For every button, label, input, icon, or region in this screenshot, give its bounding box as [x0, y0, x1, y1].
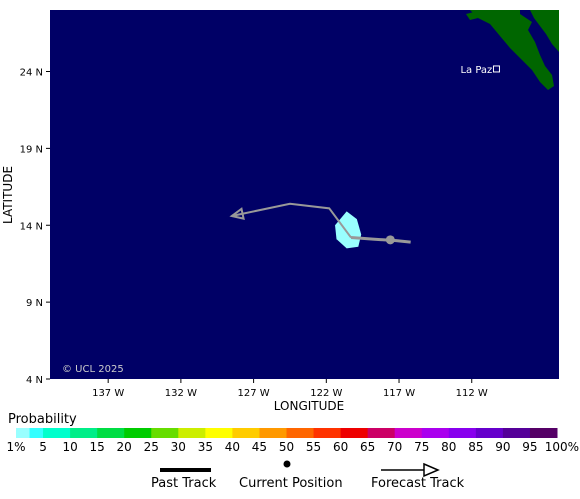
land-peninsula [470, 10, 554, 90]
colorbar-bin [475, 428, 504, 438]
colorbar-bin [286, 428, 315, 438]
past-track-line [350, 236, 411, 244]
forecast-arrow-head [229, 207, 245, 220]
colorbar-bin [151, 428, 179, 438]
colorbar-label: 35 [198, 440, 213, 454]
colorbar-label: 60 [333, 440, 348, 454]
colorbar-bin [421, 428, 450, 438]
colorbar-label: 75 [414, 440, 429, 454]
forecast-map: La Paz © UCL 2025 137 W 132 W 127 W 122 W 11… [1, 10, 559, 410]
colorbar-bin [16, 428, 30, 438]
colorbar-bin [43, 428, 71, 438]
land-mainland-mexico [530, 10, 559, 52]
forecast-track-legend-label: Forecast Track [371, 476, 465, 491]
colorbar-label: 100% [545, 440, 579, 454]
colorbar-label: 90 [495, 440, 510, 454]
colorbar-bin [205, 428, 233, 438]
colorbar-bin [232, 428, 260, 438]
y-tick-label: 19 N [20, 144, 43, 155]
colorbar-label: 95 [522, 440, 537, 454]
colorbar-label: 65 [360, 440, 375, 454]
colorbar-bin [124, 428, 152, 438]
colorbar-label: 50 [279, 440, 294, 454]
x-tick-label: 122 W [310, 388, 342, 399]
x-tick-label: 137 W [92, 388, 124, 399]
y-tick-label: 4 N [26, 375, 43, 386]
place-label: La Paz [460, 65, 492, 76]
colorbar-labels: 1% 5 10 15 20 25 30 35 40 45 50 55 60 65 70 75 80 85 90 95 1… [6, 440, 579, 454]
colorbar-label: 70 [387, 440, 402, 454]
x-tick-label: 127 W [238, 388, 270, 399]
colorbar-label: 55 [306, 440, 321, 454]
colorbar-label: 40 [225, 440, 240, 454]
colorbar-label: 5 [39, 440, 47, 454]
x-axis-ticks: 137 W 132 W 127 W 122 W 117 W 112 W [92, 379, 488, 399]
colorbar-bin [394, 428, 423, 438]
colorbar-bin [529, 428, 558, 438]
x-axis-label: LONGITUDE [274, 399, 344, 410]
ocean-area [50, 10, 559, 379]
x-tick-label: 117 W [383, 388, 415, 399]
colorbar-bin [16, 428, 44, 438]
colorbar-bin [70, 428, 98, 438]
colorbar-label: 80 [441, 440, 456, 454]
colorbar-bin [178, 428, 206, 438]
colorbar-label: 15 [90, 440, 105, 454]
colorbar-label: 30 [171, 440, 186, 454]
probability-colorbar: 1% 5 10 15 20 25 30 35 40 45 50 55 60 65 70 75 80 85 90 95 1… [6, 428, 579, 454]
x-tick-label: 112 W [456, 388, 488, 399]
y-axis-label: LATITUDE [1, 166, 15, 224]
place-marker-la-paz: La Paz [460, 65, 500, 76]
colorbar-label: 85 [468, 440, 483, 454]
y-tick-label: 24 N [20, 68, 43, 79]
colorbar-bin [97, 428, 125, 438]
colorbar-label: 20 [117, 440, 132, 454]
legend-title: Probability [8, 412, 77, 427]
colorbar-label: 1% [6, 440, 25, 454]
colorbar-label: 25 [144, 440, 159, 454]
y-tick-label: 14 N [20, 221, 43, 232]
y-tick-label: 9 N [26, 298, 43, 309]
current-position-marker [385, 235, 395, 245]
copyright-text: © UCL 2025 [62, 364, 124, 375]
colorbar-label: 10 [62, 440, 77, 454]
past-track-legend-label: Past Track [151, 476, 217, 491]
colorbar-bin [259, 428, 287, 438]
colorbar-bin [448, 428, 477, 438]
land-baja-california [466, 10, 559, 90]
colorbar-bin [367, 428, 396, 438]
current-position-legend-label: Current Position [239, 476, 343, 491]
land-island [466, 12, 478, 20]
colorbar-bin [313, 428, 342, 438]
x-tick-label: 132 W [165, 388, 197, 399]
current-position-symbol [283, 460, 291, 468]
colorbar-bins [16, 428, 558, 438]
forecast-track-symbol-arrow [423, 462, 440, 478]
place-marker-icon [492, 65, 500, 73]
y-axis-ticks: 24 N 19 N 14 N 9 N 4 N [20, 68, 50, 386]
colorbar-bin [340, 428, 369, 438]
track-legend-symbols [160, 460, 440, 478]
forecast-track-line [231, 202, 352, 239]
colorbar-label: 45 [252, 440, 267, 454]
colorbar-bin [502, 428, 531, 438]
